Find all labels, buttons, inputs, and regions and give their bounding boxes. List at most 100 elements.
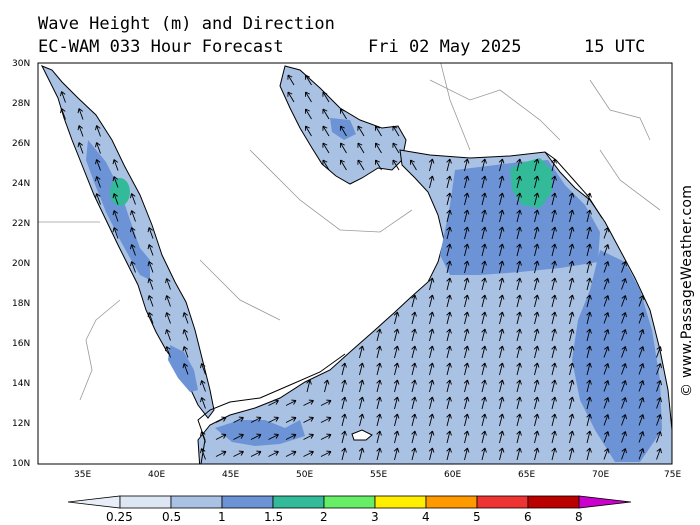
wave-arrow (586, 362, 592, 376)
wave-arrow (603, 227, 610, 239)
wave-arrow (551, 260, 557, 274)
wave-arrow (586, 345, 592, 359)
wave-arrow (393, 311, 400, 325)
wave-arrow (516, 243, 522, 257)
wave-arrow (586, 294, 592, 308)
wave-arrow (481, 413, 487, 427)
wave-arrow (322, 108, 330, 120)
wave-arrow (130, 244, 136, 256)
wave-arrow (320, 433, 332, 440)
wave-arrow (165, 295, 171, 307)
wave-arrow (411, 413, 417, 427)
forecast-date: Fri 02 May 2025 (368, 37, 522, 57)
lat-axis-labels: 30N 28N 26N 24N 22N 20N 18N 16N 14N 12N … (12, 59, 30, 469)
wave-arrow (463, 243, 470, 257)
wave-arrow (568, 362, 575, 376)
wave-arrow (481, 345, 487, 359)
wave-arrow (392, 142, 400, 154)
wave-arrow (638, 329, 645, 341)
legend-label: 6 (524, 510, 532, 524)
wave-arrow (586, 226, 592, 240)
wave-arrow (656, 380, 662, 392)
wave-arrow (77, 142, 84, 154)
wave-arrow (463, 209, 470, 223)
wave-arrow (533, 311, 540, 325)
lat-tick: 14N (12, 379, 30, 389)
legend-swatch (476, 495, 529, 509)
wave-arrow (374, 159, 382, 171)
wave-arrow (393, 413, 400, 427)
wave-arrow (481, 311, 487, 325)
legend-label: 5 (473, 510, 481, 524)
country-borders (38, 63, 661, 401)
wave-arrow (446, 243, 452, 257)
wave-arrow (376, 379, 382, 393)
wave-arrow (656, 363, 662, 375)
wave-arrow (516, 311, 522, 325)
wave-arrow (182, 363, 189, 375)
wave-arrow (341, 396, 347, 410)
wave-arrow (533, 294, 540, 308)
wave-arrow (446, 396, 452, 410)
legend-label: 8 (575, 510, 583, 524)
wave-arrow (516, 277, 522, 291)
wave-arrow (516, 345, 522, 359)
wave-arrow (481, 294, 487, 308)
wave-arrow (409, 159, 417, 171)
wave-arrow (586, 447, 592, 461)
wave-arrow (516, 158, 522, 172)
lat-tick: 28N (12, 99, 30, 109)
wave-arrow (463, 158, 470, 172)
wave-arrow (498, 277, 505, 291)
wave-arrow (112, 227, 119, 239)
wave-arrow (586, 396, 592, 410)
wave-arrow (463, 430, 470, 444)
wave-arrow (285, 450, 297, 457)
wave-arrow (481, 175, 487, 189)
wave-arrow (533, 447, 540, 461)
wave-arrow (446, 226, 452, 240)
wave-arrow (147, 295, 154, 307)
wave-arrow (603, 414, 610, 426)
legend-swatch (170, 495, 223, 509)
wave-arrow (446, 260, 452, 274)
persian-gulf-1p5m (330, 118, 356, 140)
wave-arrow (638, 380, 645, 392)
wave-arrow (147, 278, 154, 290)
wave-arrow (376, 362, 382, 376)
wave-arrow (446, 277, 452, 291)
wave-arrow (165, 329, 171, 341)
wave-arrow (428, 447, 435, 461)
wave-arrow (446, 413, 452, 427)
wave-arrow (551, 362, 557, 376)
wave-arrow (603, 448, 610, 460)
lat-tick: 26N (12, 139, 30, 149)
wave-arrow (268, 450, 279, 457)
wave-arrow (60, 91, 66, 103)
wave-arrow (586, 243, 592, 257)
wave-arrow (603, 295, 610, 307)
wave-arrow (481, 328, 487, 342)
wave-arrow (215, 416, 227, 423)
lat-tick: 22N (12, 219, 30, 229)
wave-arrow (603, 261, 610, 273)
wave-arrow (304, 108, 312, 120)
wave-arrow (586, 209, 592, 223)
wave-arrow (411, 396, 417, 410)
wave-arrow (568, 294, 575, 308)
wave-arrow (481, 277, 487, 291)
wave-arrow (358, 362, 365, 376)
wave-arrow (568, 277, 575, 291)
wave-arrow (463, 447, 470, 461)
wave-arrow (516, 294, 522, 308)
lon-tick: 65E (518, 470, 535, 480)
wave-arrow (516, 447, 522, 461)
wave-arrow (516, 328, 522, 342)
legend-label: 3 (371, 510, 379, 524)
wave-arrow (516, 226, 522, 240)
wave-arrow (551, 430, 557, 444)
wave-arrow (568, 413, 575, 427)
wave-arrow (446, 158, 452, 172)
wave-arrow (551, 226, 557, 240)
wave-arrow (533, 277, 540, 291)
